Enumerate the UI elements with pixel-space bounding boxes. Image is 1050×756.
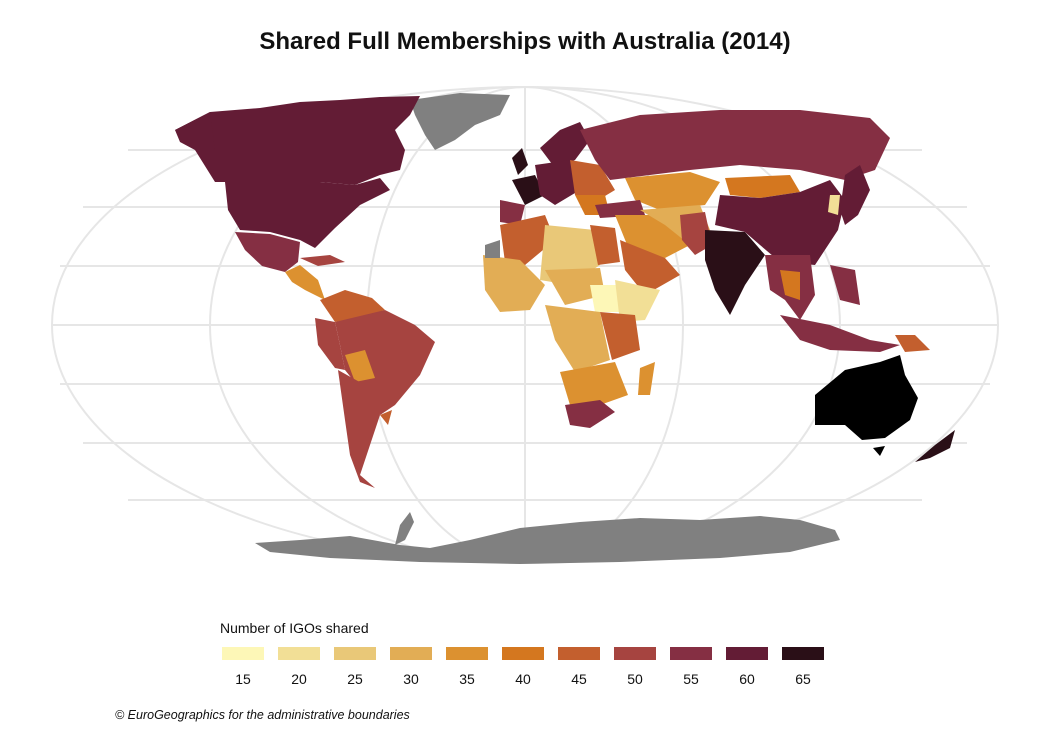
legend-label: 40 [515, 671, 531, 687]
france [512, 175, 545, 205]
legend-swatch [614, 647, 656, 660]
new-zealand [915, 430, 955, 462]
indonesia [780, 315, 900, 352]
legend-swatch [222, 647, 264, 660]
ethiopia-somalia [615, 280, 660, 322]
legend-label: 45 [571, 671, 587, 687]
chile-argentina [338, 370, 380, 488]
thailand [780, 270, 800, 300]
legend-swatch [670, 647, 712, 660]
central-america [285, 265, 325, 300]
east-africa [600, 312, 640, 360]
sahel [545, 268, 605, 305]
legend-swatch [502, 647, 544, 660]
antarctic-peninsula [395, 512, 414, 545]
south-africa [565, 400, 615, 428]
map-title: Shared Full Memberships with Australia (… [259, 28, 791, 55]
australia [815, 355, 918, 440]
legend-swatch [782, 647, 824, 660]
united-kingdom [512, 148, 528, 175]
west-africa [483, 255, 545, 312]
legend-title: Number of IGOs shared [220, 620, 369, 636]
north-africa-west [500, 215, 555, 265]
legend-label: 60 [739, 671, 755, 687]
legend-label: 55 [683, 671, 699, 687]
alaska [175, 112, 215, 150]
greenland [410, 93, 510, 150]
world-map [51, 86, 999, 564]
papua-new-guinea [895, 335, 930, 352]
mongolia [725, 175, 800, 198]
credit-text: © EuroGeographics for the administrative… [115, 708, 410, 722]
turkey [595, 200, 645, 218]
mexico [235, 232, 300, 272]
antarctica [255, 516, 840, 564]
legend-swatch [726, 647, 768, 660]
central-africa [545, 305, 610, 372]
philippines [830, 265, 860, 305]
united-states [225, 178, 390, 248]
tasmania [873, 446, 885, 456]
legend-label: 50 [627, 671, 643, 687]
egypt [590, 225, 620, 265]
bolivia [345, 350, 375, 382]
legend-label: 20 [291, 671, 307, 687]
western-sahara [485, 240, 500, 258]
legend-swatch [334, 647, 376, 660]
china [715, 180, 845, 265]
legend: 15 20 25 30 35 40 45 50 55 60 65 [222, 647, 832, 697]
korea [828, 195, 840, 215]
sudan [590, 285, 622, 312]
uruguay [380, 410, 392, 425]
legend-swatch [278, 647, 320, 660]
legend-swatch [558, 647, 600, 660]
kazakhstan [625, 172, 720, 210]
central-europe [535, 160, 580, 205]
iberia [500, 200, 525, 225]
legend-label: 35 [459, 671, 475, 687]
scandinavia [540, 122, 590, 168]
canada [175, 96, 420, 185]
russia [580, 110, 890, 180]
madagascar [638, 362, 655, 395]
arabian-peninsula [620, 240, 680, 295]
peru [315, 318, 345, 370]
legend-swatch [390, 647, 432, 660]
japan [840, 165, 870, 225]
india [705, 230, 765, 315]
southern-africa [560, 362, 628, 405]
legend-swatch [446, 647, 488, 660]
caribbean [300, 255, 345, 266]
legend-label: 65 [795, 671, 811, 687]
legend-label: 15 [235, 671, 251, 687]
legend-label: 25 [347, 671, 363, 687]
pakistan [680, 212, 712, 255]
legend-label: 30 [403, 671, 419, 687]
